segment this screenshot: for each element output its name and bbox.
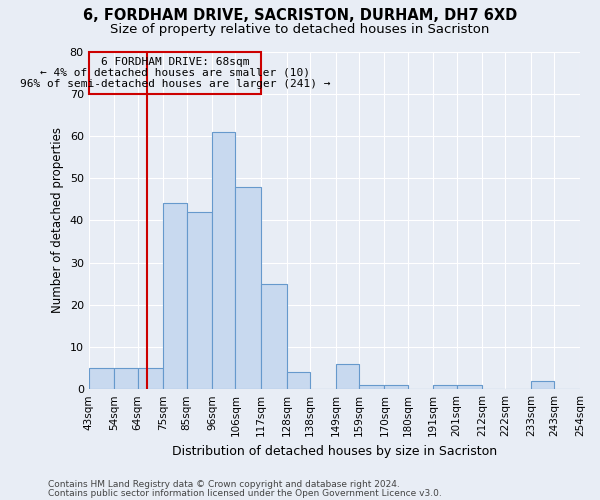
Bar	[359, 385, 385, 389]
Bar	[89, 52, 261, 94]
Bar	[212, 132, 235, 389]
Text: ← 4% of detached houses are smaller (10): ← 4% of detached houses are smaller (10)	[40, 68, 310, 78]
Text: 6 FORDHAM DRIVE: 68sqm: 6 FORDHAM DRIVE: 68sqm	[101, 56, 249, 66]
Bar	[235, 186, 261, 389]
Y-axis label: Number of detached properties: Number of detached properties	[51, 128, 64, 314]
Text: 6, FORDHAM DRIVE, SACRISTON, DURHAM, DH7 6XD: 6, FORDHAM DRIVE, SACRISTON, DURHAM, DH7…	[83, 8, 517, 22]
X-axis label: Distribution of detached houses by size in Sacriston: Distribution of detached houses by size …	[172, 444, 497, 458]
Text: 96% of semi-detached houses are larger (241) →: 96% of semi-detached houses are larger (…	[20, 78, 330, 88]
Bar	[457, 385, 482, 389]
Bar	[335, 364, 359, 389]
Bar	[137, 368, 163, 389]
Bar	[163, 204, 187, 389]
Bar	[89, 368, 115, 389]
Bar	[115, 368, 137, 389]
Bar	[261, 284, 287, 389]
Bar	[433, 385, 457, 389]
Bar	[287, 372, 310, 389]
Bar	[187, 212, 212, 389]
Bar	[385, 385, 407, 389]
Bar	[531, 380, 554, 389]
Text: Contains public sector information licensed under the Open Government Licence v3: Contains public sector information licen…	[48, 490, 442, 498]
Text: Contains HM Land Registry data © Crown copyright and database right 2024.: Contains HM Land Registry data © Crown c…	[48, 480, 400, 489]
Text: Size of property relative to detached houses in Sacriston: Size of property relative to detached ho…	[110, 22, 490, 36]
